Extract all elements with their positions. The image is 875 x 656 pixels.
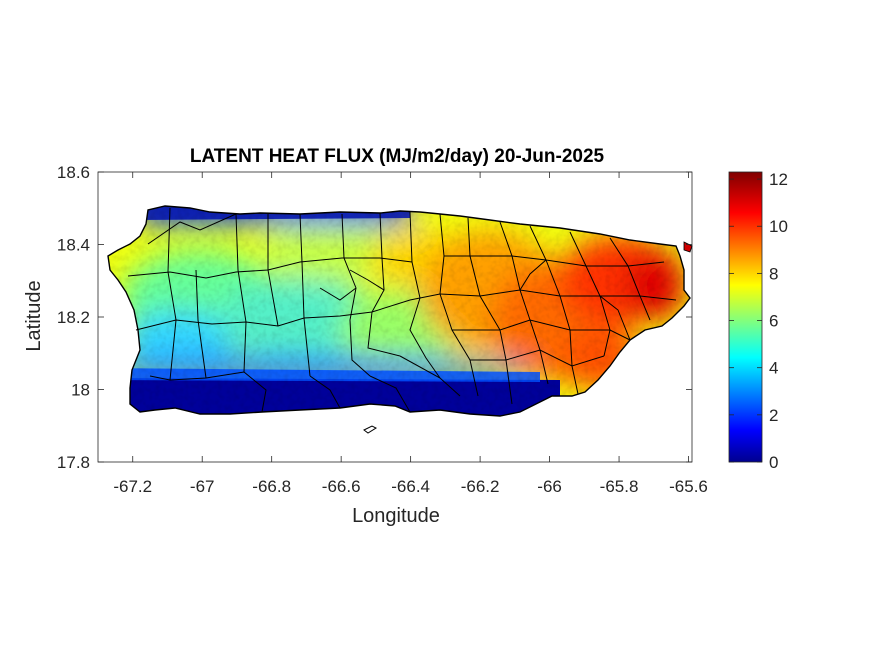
colorbar-tick-label: 0	[769, 453, 778, 472]
y-axis-label: Latitude	[23, 280, 45, 351]
x-tick-label: -65.6	[669, 477, 708, 496]
colorbar-tick-label: 10	[769, 217, 788, 236]
heatmap-field	[108, 206, 690, 416]
y-tick-label: 17.8	[57, 453, 90, 472]
y-tick-label: 18.4	[57, 236, 90, 255]
islet-caja-de-muertos	[363, 425, 378, 434]
x-tick-label: -66.6	[322, 477, 361, 496]
x-axis-label: Longitude	[352, 505, 440, 527]
x-tick-label: -66.8	[252, 477, 291, 496]
y-axis: 17.8 18 18.2 18.4 18.6	[57, 163, 692, 472]
x-axis: -67.2 -67 -66.8 -66.6 -66.4 -66.2 -66 -65.8 -65.…	[113, 172, 708, 496]
x-tick-label: -66.4	[391, 477, 430, 496]
y-tick-label: 18.6	[57, 163, 90, 182]
x-tick-label: -66	[537, 477, 562, 496]
colorbar-tick-label: 12	[769, 170, 788, 189]
chart-title: LATENT HEAT FLUX (MJ/m2/day) 20-Jun-2025	[190, 146, 605, 167]
x-tick-label: -66.2	[461, 477, 500, 496]
colorbar	[728, 171, 763, 463]
x-tick-label: -67	[190, 477, 215, 496]
colorbar-tick-label: 2	[769, 406, 778, 425]
municipality-boundaries	[127, 207, 677, 413]
colorbar-axis: 0 2 4 6 8 10 12	[729, 170, 788, 472]
colorbar-tick-label: 8	[769, 264, 778, 283]
y-tick-label: 18	[71, 381, 90, 400]
colorbar-tick-label: 4	[769, 359, 778, 378]
x-tick-label: -65.8	[600, 477, 639, 496]
y-tick-label: 18.2	[57, 308, 90, 327]
x-tick-label: -67.2	[113, 477, 152, 496]
colorbar-tick-label: 6	[769, 312, 778, 331]
